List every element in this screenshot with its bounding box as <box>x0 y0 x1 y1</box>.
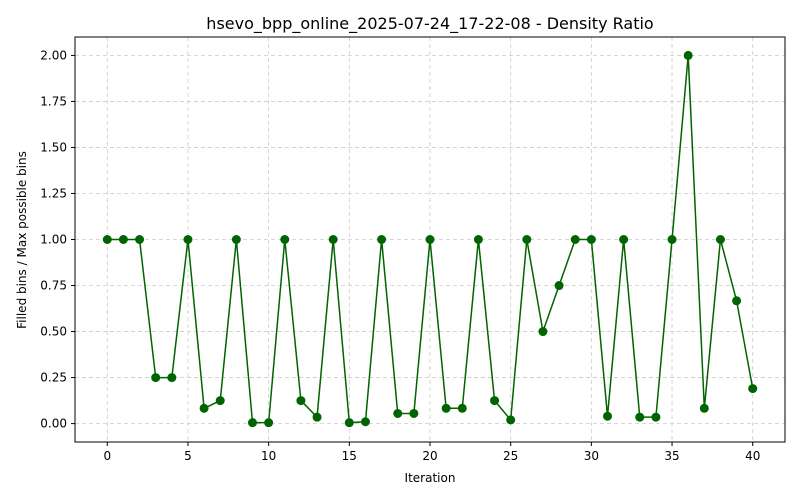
data-point <box>490 396 500 406</box>
data-point <box>457 403 467 413</box>
data-point <box>183 235 193 244</box>
data-point <box>425 235 435 244</box>
data-point <box>651 412 661 422</box>
data-point <box>554 281 564 291</box>
data-point <box>296 396 306 406</box>
data-point <box>732 296 742 306</box>
data-point <box>603 411 612 421</box>
data-point <box>264 418 274 428</box>
y-tick-label: 0.25 <box>40 371 67 385</box>
data-point <box>280 235 290 244</box>
data-point <box>344 418 354 428</box>
x-tick-label: 20 <box>422 449 437 463</box>
y-tick-label: 0.00 <box>40 417 67 431</box>
grid-layer <box>75 37 785 442</box>
x-tick-label: 30 <box>584 449 599 463</box>
y-tick-label: 1.25 <box>40 186 67 200</box>
data-point <box>683 50 693 60</box>
data-point <box>506 415 516 425</box>
y-axis-label: Filled bins / Max possible bins <box>15 151 29 329</box>
data-point <box>102 235 112 244</box>
data-point <box>135 235 145 244</box>
data-point <box>118 235 128 244</box>
data-point <box>231 235 241 244</box>
data-point <box>441 403 451 413</box>
x-tick-label: 5 <box>184 449 192 463</box>
data-point <box>635 412 645 422</box>
data-point <box>715 235 725 244</box>
axes-layer: 0 5 10 15 20 25 30 35 40 0.00 0.25 0.50 0.75 1.00 1.25… <box>40 36 786 463</box>
y-tick-label: 1.50 <box>40 140 67 154</box>
data-point <box>667 235 677 244</box>
data-point <box>393 408 403 418</box>
chart-title: hsevo_bpp_online_2025-07-24_17-22-08 - D… <box>206 14 653 34</box>
data-point <box>151 373 161 383</box>
data-point <box>748 384 758 394</box>
data-point <box>167 373 177 383</box>
x-tick-label: 25 <box>503 449 518 463</box>
data-point <box>215 396 225 406</box>
x-tick-label: 10 <box>261 449 276 463</box>
y-tick-label: 0.75 <box>40 279 67 293</box>
data-point <box>199 403 209 413</box>
series-layer <box>102 50 758 428</box>
data-point <box>699 403 709 413</box>
y-tick-label: 2.00 <box>40 48 67 62</box>
data-point <box>360 417 370 427</box>
x-tick-label: 15 <box>342 449 357 463</box>
data-point <box>619 235 629 244</box>
x-tick-label: 35 <box>664 449 679 463</box>
data-point <box>409 408 419 418</box>
y-tick-label: 0.50 <box>40 325 67 339</box>
data-point <box>248 418 257 428</box>
x-axis-label: Iteration <box>405 471 456 485</box>
data-point <box>328 235 338 244</box>
data-point <box>312 412 322 422</box>
x-tick-label: 40 <box>745 449 760 463</box>
data-point <box>522 235 532 244</box>
data-point <box>377 235 387 244</box>
data-point <box>538 327 548 337</box>
data-point <box>586 235 596 244</box>
x-tick-label: 0 <box>103 449 111 463</box>
y-tick-label: 1.75 <box>40 94 67 108</box>
y-tick-label: 1.00 <box>40 233 67 247</box>
data-point <box>570 235 580 244</box>
data-point <box>473 235 483 244</box>
